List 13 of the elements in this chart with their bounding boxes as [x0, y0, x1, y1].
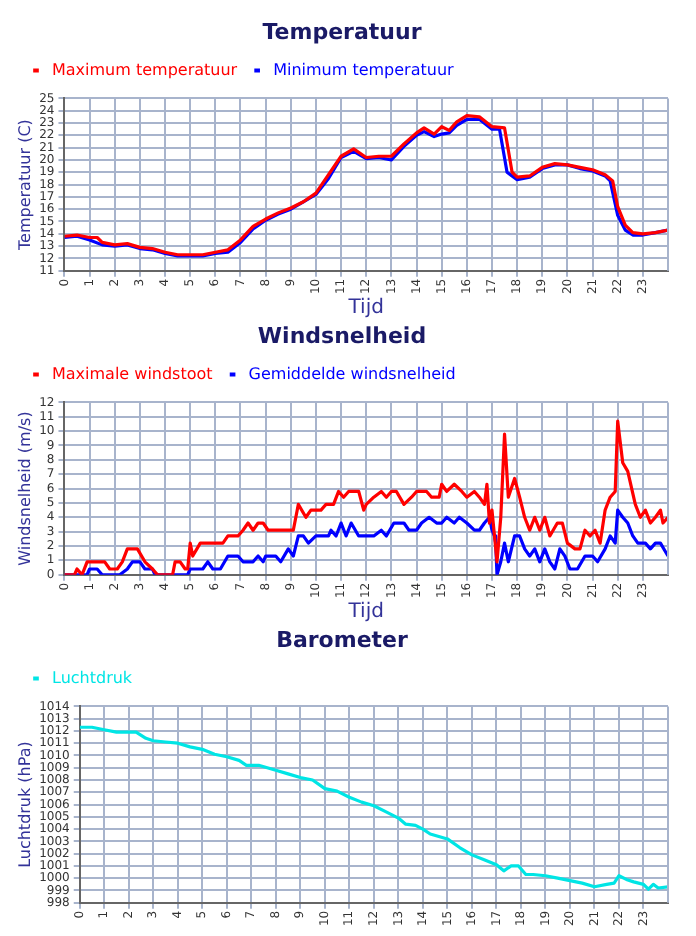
legend-label: Luchtdruk [52, 668, 133, 687]
y-axis-title: Windsnelheid (m/s) [15, 411, 34, 566]
legend-label: Maximale windstoot [52, 364, 213, 383]
y-axis-title: Temperatuur (C) [15, 119, 34, 252]
legend-label: Maximum temperatuur [52, 60, 239, 79]
chart-title: Temperatuur [262, 18, 423, 45]
legend-label: Minimum temperatuur [273, 60, 456, 79]
y-axis-title: Luchtdruk (hPa) [15, 741, 34, 868]
x-axis-title: Tijd [346, 601, 384, 624]
legend-label: Gemiddelde windsnelheid [248, 364, 456, 383]
chart-title: Windsnelheid [257, 322, 427, 349]
x-axis-title: Tijd [346, 297, 384, 320]
chart-title: Barometer [276, 626, 409, 653]
